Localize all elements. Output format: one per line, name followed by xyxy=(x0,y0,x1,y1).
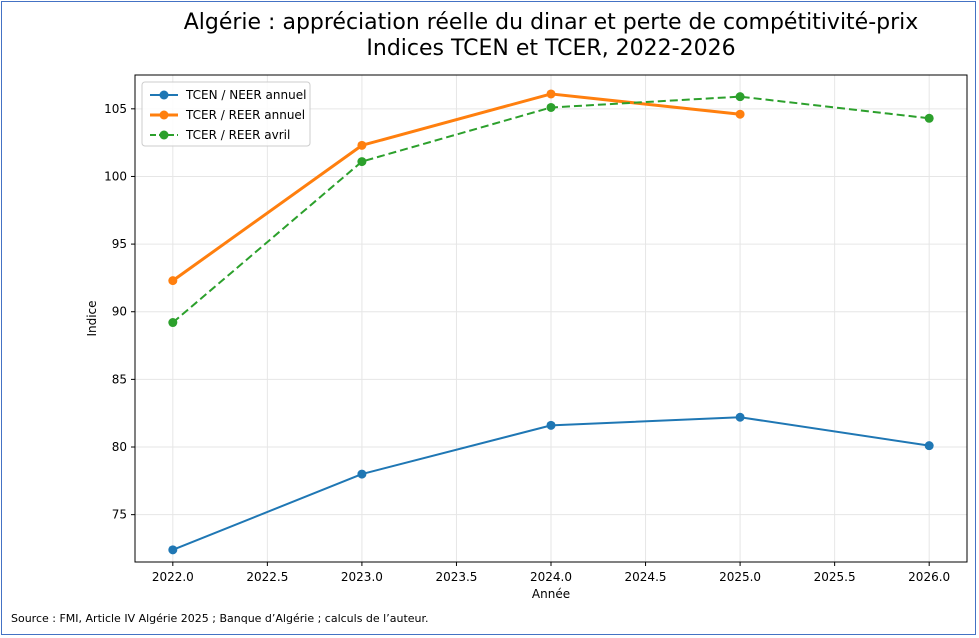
y-tick-label: 95 xyxy=(112,237,127,251)
legend-label: TCER / REER annuel xyxy=(185,108,305,122)
legend-marker xyxy=(159,90,169,100)
y-tick-label: 75 xyxy=(112,508,127,522)
legend-label: TCEN / NEER annuel xyxy=(185,88,306,102)
data-point xyxy=(168,545,178,555)
legend-box xyxy=(141,81,311,147)
data-point xyxy=(735,92,745,102)
data-point xyxy=(168,318,178,328)
grid xyxy=(135,75,967,562)
data-point xyxy=(546,420,556,430)
series-1 xyxy=(168,412,934,555)
x-tick-label: 2025.0 xyxy=(719,570,761,584)
y-tick-label: 105 xyxy=(104,102,127,116)
legend: TCEN / NEER annuel TCER / REER annuel TCER… xyxy=(141,81,311,147)
y-axis: 75 80 85 90 95 100 105 xyxy=(104,102,135,522)
series-group xyxy=(168,89,934,555)
chart-subtitle: Indices TCEN et TCER, 2022-2026 xyxy=(366,36,735,61)
legend-label: TCER / REER avril xyxy=(185,128,290,142)
data-point xyxy=(735,109,745,119)
y-axis-label: Indice xyxy=(85,300,99,336)
x-axis: 2022.0 2022.5 2023.0 2023.5 2024.0 2024.5 2025… xyxy=(152,562,950,584)
y-tick-label: 85 xyxy=(112,372,127,386)
x-tick-label: 2022.5 xyxy=(246,570,288,584)
data-point xyxy=(357,140,367,150)
chart-title: Algérie : appréciation réelle du dinar e… xyxy=(184,10,919,35)
data-point xyxy=(924,441,934,451)
legend-marker xyxy=(159,110,169,120)
data-point xyxy=(546,102,556,112)
data-point xyxy=(357,157,367,167)
x-tick-label: 2024.5 xyxy=(625,570,667,584)
data-point xyxy=(735,412,745,422)
series-3 xyxy=(168,92,934,328)
y-tick-label: 100 xyxy=(104,169,127,183)
x-tick-label: 2022.0 xyxy=(152,570,194,584)
data-point xyxy=(168,276,178,286)
x-axis-label: Année xyxy=(532,587,570,601)
x-tick-label: 2023.5 xyxy=(435,570,477,584)
y-tick-label: 90 xyxy=(112,305,127,319)
data-point xyxy=(546,89,556,99)
data-point xyxy=(357,469,367,479)
legend-marker xyxy=(159,130,169,140)
x-tick-label: 2023.0 xyxy=(341,570,383,584)
x-tick-label: 2025.5 xyxy=(814,570,856,584)
x-tick-label: 2024.0 xyxy=(530,570,572,584)
series-2 xyxy=(168,89,745,286)
source-note: Source : FMI, Article IV Algérie 2025 ; … xyxy=(11,612,429,625)
y-tick-label: 80 xyxy=(112,440,127,454)
data-point xyxy=(924,113,934,123)
x-tick-label: 2026.0 xyxy=(908,570,950,584)
series-line xyxy=(171,92,741,282)
